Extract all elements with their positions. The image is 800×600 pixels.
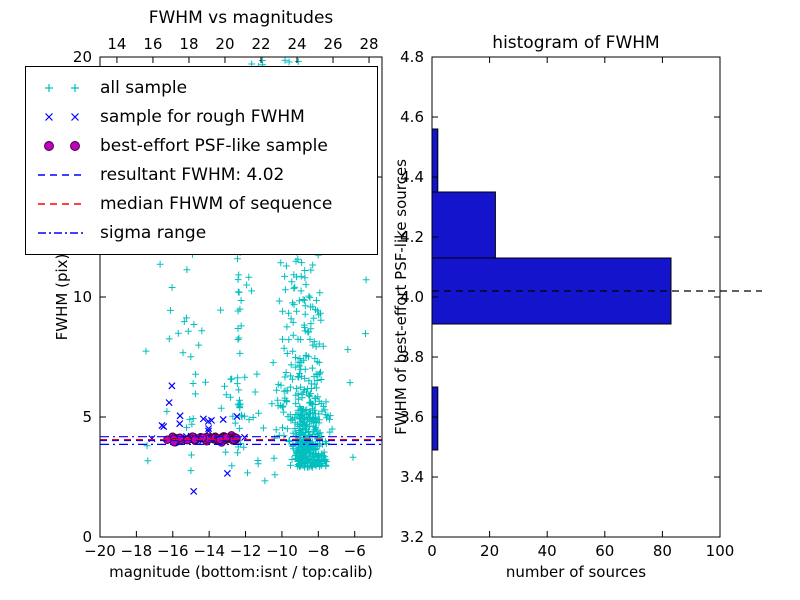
legend-marker-circle-icon xyxy=(44,140,80,151)
legend-item: sigma range xyxy=(34,218,377,247)
hist-bar xyxy=(431,257,672,325)
scatter-xlabel: magnitude (bottom:isnt / top:calib) xyxy=(109,563,373,581)
legend-item: all sample xyxy=(34,73,377,102)
legend-label: best-effort PSF-like sample xyxy=(100,135,328,156)
legend-item: median FHWM of sequence xyxy=(34,189,377,218)
legend: all sample sample for rough FWHM best-effo… xyxy=(25,66,378,255)
legend-marker-x-icon xyxy=(45,112,79,121)
legend-item: resultant FWHM: 4.02 xyxy=(34,160,377,189)
scatter-title: FWHM vs magnitudes xyxy=(148,8,334,28)
legend-item: sample for rough FWHM xyxy=(34,102,377,131)
legend-marker-dashdot-icon xyxy=(38,231,86,234)
legend-item: best-effort PSF-like sample xyxy=(34,131,377,160)
histogram-xlabel: number of sources xyxy=(505,563,647,581)
histogram-ylabel: FWHM of best-effort PSF-like sources xyxy=(392,159,410,435)
legend-label: all sample xyxy=(100,77,188,98)
legend-label: resultant FWHM: 4.02 xyxy=(100,164,285,185)
histogram-title: histogram of FWHM xyxy=(492,33,660,53)
hist-bar xyxy=(431,386,439,451)
legend-label: median FHWM of sequence xyxy=(100,193,333,214)
legend-label: sigma range xyxy=(100,222,207,243)
hist-bar xyxy=(431,191,496,259)
legend-marker-plus-icon xyxy=(45,83,79,92)
legend-marker-dashed-icon xyxy=(38,202,86,205)
scatter-ylabel: FWHM (pix) xyxy=(53,253,71,341)
legend-marker-dashed-icon xyxy=(38,173,86,176)
hist-bar xyxy=(431,128,439,193)
legend-label: sample for rough FWHM xyxy=(100,106,305,127)
